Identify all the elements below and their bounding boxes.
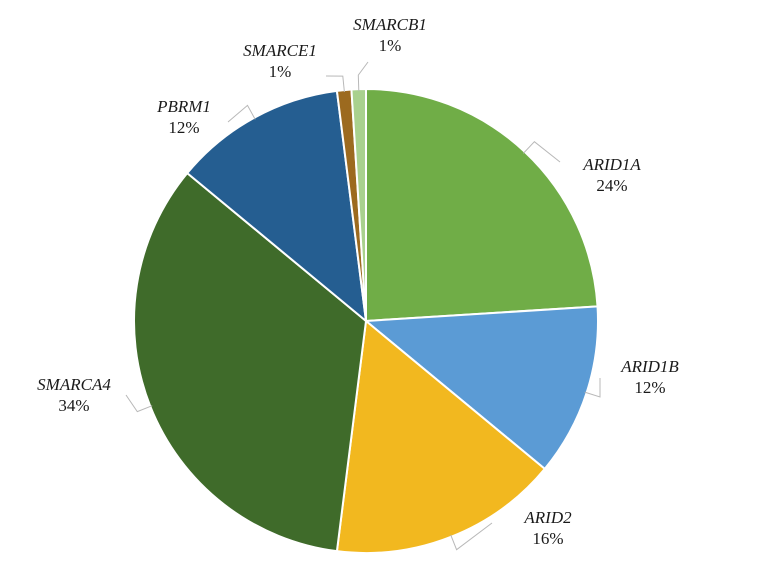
pie-slice-arid1a <box>365 87 599 323</box>
leader-line-smarcb1 <box>357 61 369 92</box>
slice-labels: ARID1A 24% ARID1B 12% ARID2 16% SMARCA4 34% PBRM… <box>37 15 679 548</box>
slice-label-arid1b: ARID1B <box>620 357 679 376</box>
leader-line-smarca4 <box>125 394 153 413</box>
leader-line-pbrm1 <box>227 104 256 123</box>
slice-label-arid2: ARID2 <box>523 508 572 527</box>
pie-slices <box>133 87 599 554</box>
slice-label-arid1a: ARID1A <box>582 155 641 174</box>
slice-percent-pbrm1: 12% <box>168 118 199 137</box>
leader-line-arid2 <box>450 522 493 551</box>
leader-line-arid1a <box>523 141 561 163</box>
leader-line-arid1b <box>584 378 601 398</box>
slice-percent-smarca4: 34% <box>58 396 89 415</box>
slice-percent-arid1b: 12% <box>634 378 665 397</box>
slice-percent-arid1a: 24% <box>596 176 627 195</box>
leader-lines <box>125 61 601 551</box>
slice-label-pbrm1: PBRM1 <box>156 97 211 116</box>
leader-line-smarce1 <box>325 75 345 93</box>
slice-percent-arid2: 16% <box>532 529 563 548</box>
slice-percent-smarcb1: 1% <box>379 36 402 55</box>
slice-percent-smarce1: 1% <box>269 62 292 81</box>
slice-label-smarce1: SMARCE1 <box>243 41 317 60</box>
slice-label-smarca4: SMARCA4 <box>37 375 111 394</box>
slice-label-smarcb1: SMARCB1 <box>353 15 427 34</box>
